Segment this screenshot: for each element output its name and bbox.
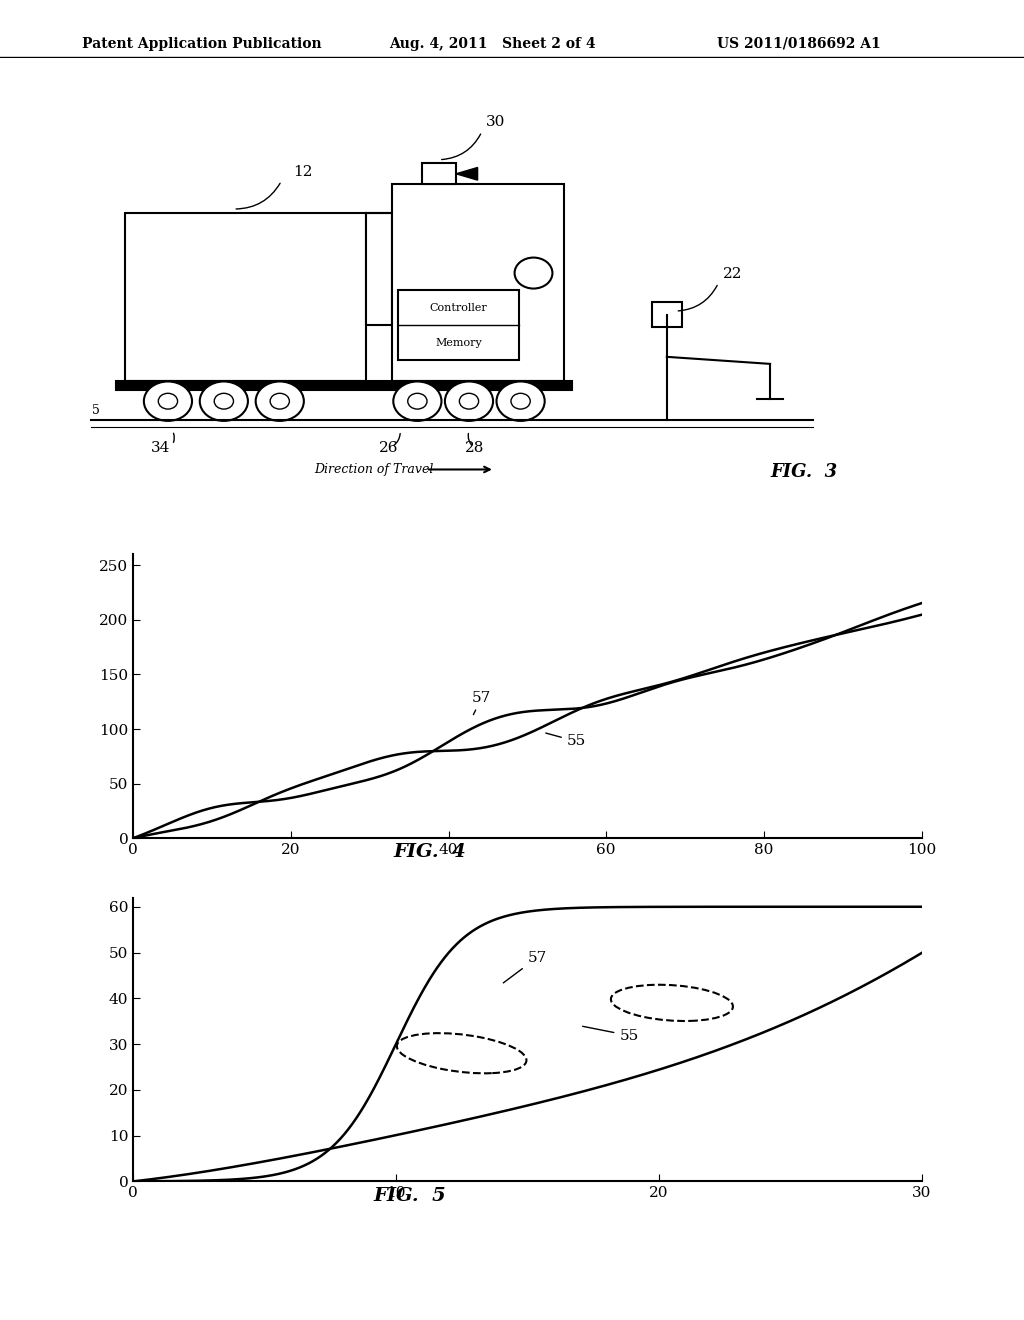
- Text: 57: 57: [504, 950, 547, 983]
- Bar: [391, 185, 563, 381]
- Text: Patent Application Publication: Patent Application Publication: [82, 37, 322, 50]
- Circle shape: [408, 393, 427, 409]
- Text: 28: 28: [465, 441, 484, 455]
- Circle shape: [497, 381, 545, 421]
- Text: 26: 26: [379, 441, 398, 455]
- Circle shape: [270, 393, 290, 409]
- Text: 5: 5: [92, 404, 100, 417]
- Text: Aug. 4, 2011   Sheet 2 of 4: Aug. 4, 2011 Sheet 2 of 4: [389, 37, 596, 50]
- Circle shape: [214, 393, 233, 409]
- Circle shape: [200, 381, 248, 421]
- Circle shape: [393, 381, 441, 421]
- Circle shape: [460, 393, 478, 409]
- Circle shape: [143, 381, 193, 421]
- Text: Memory: Memory: [435, 338, 482, 347]
- Bar: [366, 213, 391, 325]
- Circle shape: [515, 257, 552, 289]
- Text: 57: 57: [472, 690, 492, 714]
- Polygon shape: [456, 168, 477, 180]
- Text: FIG.  4: FIG. 4: [393, 842, 467, 861]
- Text: 22: 22: [723, 267, 742, 281]
- Text: FIG.  3: FIG. 3: [770, 462, 838, 480]
- Text: US 2011/0186692 A1: US 2011/0186692 A1: [717, 37, 881, 50]
- Bar: [398, 290, 519, 360]
- Bar: [422, 164, 456, 185]
- Text: 55: 55: [546, 733, 586, 748]
- Circle shape: [256, 381, 304, 421]
- Text: Controller: Controller: [430, 302, 487, 313]
- Text: 12: 12: [294, 165, 313, 178]
- Text: 55: 55: [583, 1027, 639, 1043]
- Text: 30: 30: [486, 115, 506, 129]
- Text: 34: 34: [151, 441, 170, 455]
- Bar: [651, 302, 682, 327]
- Circle shape: [159, 393, 177, 409]
- Text: Direction of Travel: Direction of Travel: [314, 463, 433, 477]
- Text: FIG.  5: FIG. 5: [373, 1187, 446, 1205]
- Bar: [125, 213, 366, 381]
- Bar: [117, 381, 572, 389]
- Circle shape: [444, 381, 494, 421]
- Circle shape: [511, 393, 530, 409]
